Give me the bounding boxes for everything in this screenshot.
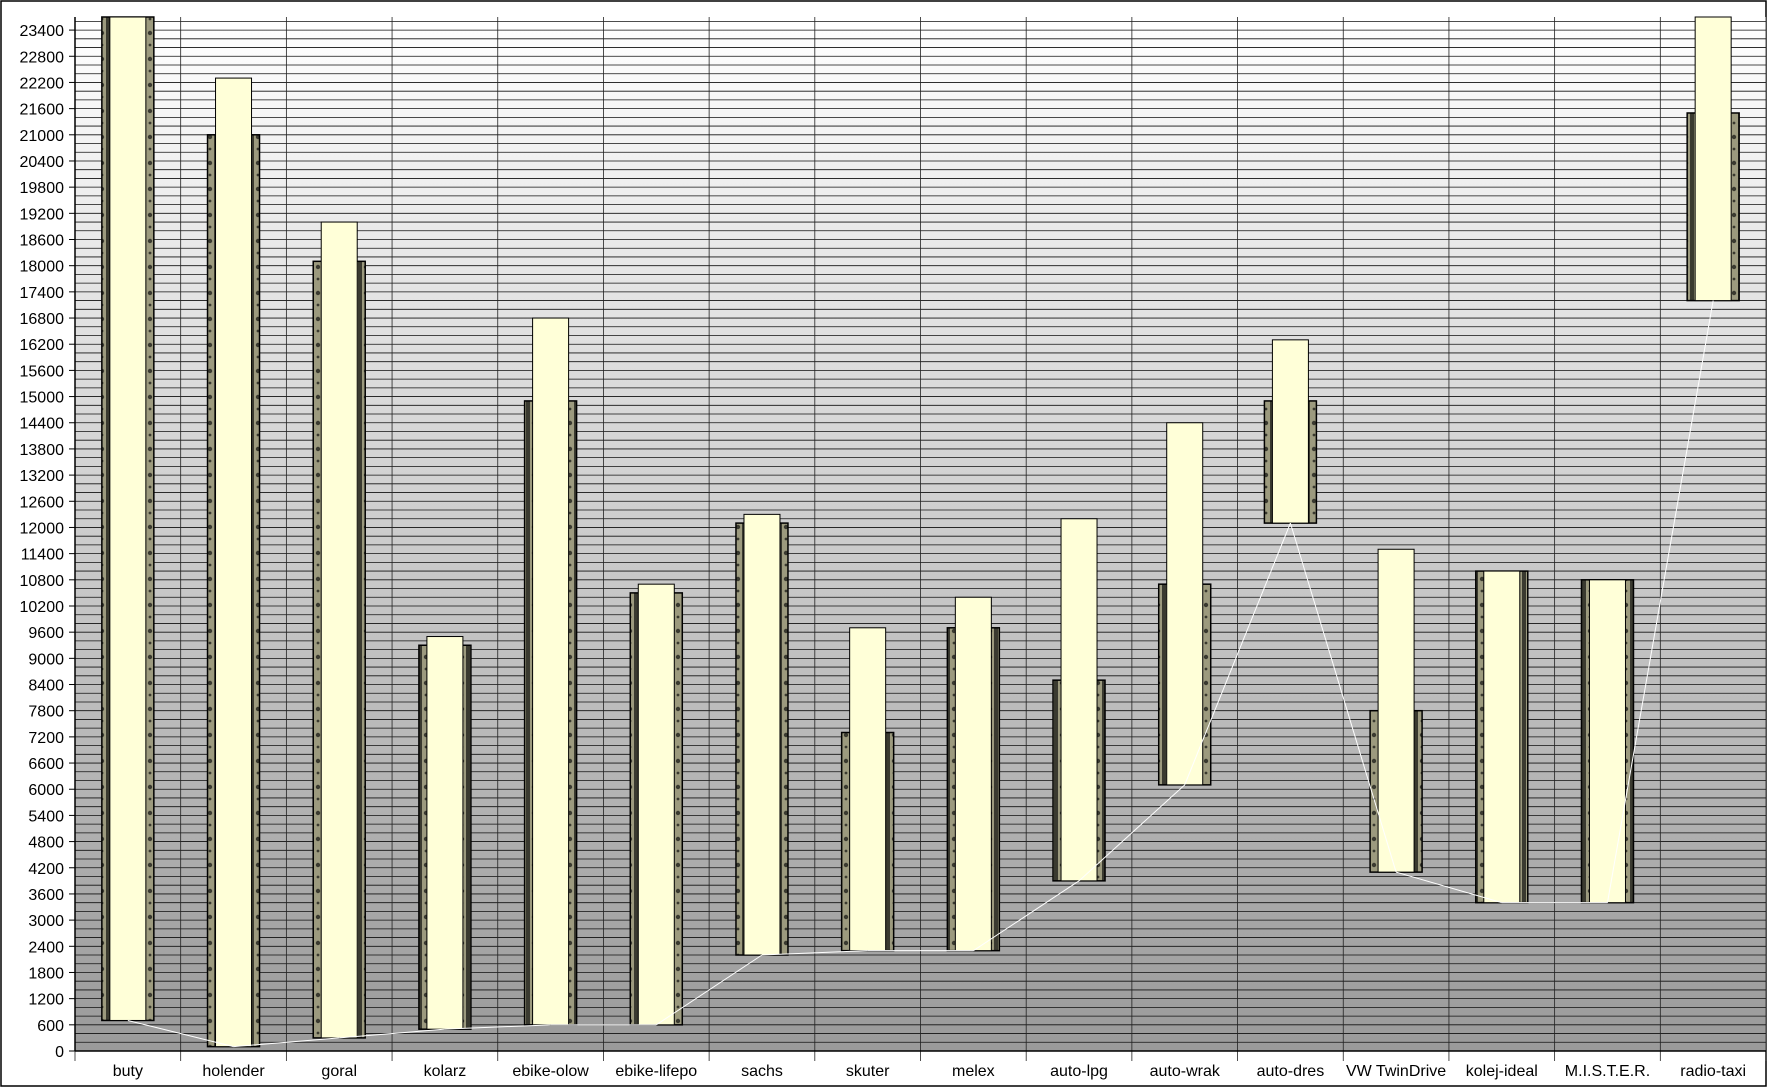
y-tick-label: 7200 <box>28 730 64 747</box>
y-tick-label: 23400 <box>20 23 65 40</box>
x-tick-label: holender <box>202 1063 265 1080</box>
y-tick-label: 9600 <box>28 625 64 642</box>
y-tick-label: 12000 <box>20 520 65 537</box>
inner-bar <box>320 221 358 1039</box>
x-tick-label: ebike-olow <box>512 1063 589 1080</box>
y-tick-label: 17400 <box>20 285 65 302</box>
inner-bar <box>1377 548 1415 873</box>
y-tick-label: 13200 <box>20 468 65 485</box>
y-tick-label: 19200 <box>20 206 65 223</box>
y-tick-label: 3000 <box>28 913 64 930</box>
connector-line <box>233 1037 340 1048</box>
y-tick-label: 14400 <box>20 416 65 433</box>
x-tick-label: VW TwinDrive <box>1346 1063 1446 1080</box>
inner-bar <box>532 317 570 1026</box>
y-tick-label: 20400 <box>20 154 65 171</box>
x-tick-label: ebike-lifepo <box>615 1063 697 1080</box>
inner-bar <box>109 16 147 1021</box>
inner-bar <box>1588 579 1626 904</box>
y-tick-label: 15000 <box>20 390 65 407</box>
inner-bar <box>743 513 781 956</box>
y-tick-label: 6000 <box>28 782 64 799</box>
y-axis-tick-labels: 0 600 1200 1800 2400 3000 3600 4200 4800 5400 6000… <box>20 23 75 1061</box>
x-tick-label: auto-wrak <box>1150 1063 1221 1080</box>
y-tick-label: 1800 <box>28 965 64 982</box>
inner-bar <box>849 627 887 952</box>
inner-bar <box>954 596 992 952</box>
y-tick-label: 22200 <box>20 75 65 92</box>
y-tick-label: 3600 <box>28 887 64 904</box>
connector-lines <box>127 300 1714 1048</box>
y-tick-label: 1200 <box>28 992 64 1009</box>
y-tick-label: 4200 <box>28 861 64 878</box>
inner-bar <box>637 583 675 1026</box>
x-tick-label: goral <box>321 1063 357 1080</box>
connector-line <box>1606 300 1714 903</box>
axes <box>74 17 1766 1052</box>
inner-bar <box>1271 339 1309 524</box>
y-tick-label: 13800 <box>20 442 65 459</box>
y-tick-label: 4800 <box>28 835 64 852</box>
y-tick-label: 18600 <box>20 233 65 250</box>
y-tick-label: 7800 <box>28 704 64 721</box>
y-tick-label: 21000 <box>20 128 65 145</box>
y-tick-label: 19800 <box>20 180 65 197</box>
connector-line <box>973 880 1080 952</box>
y-tick-label: 0 <box>55 1044 64 1061</box>
x-axis-tick-labels: buty holender goral kolarz ebike-olow ebike-l… <box>113 1063 1746 1080</box>
inner-bar <box>1166 422 1204 786</box>
x-tick-label: kolej-ideal <box>1466 1063 1538 1080</box>
inner-bar <box>1060 518 1098 882</box>
y-tick-label: 8400 <box>28 678 64 695</box>
x-tick-label: kolarz <box>424 1063 467 1080</box>
connector-line <box>444 1024 551 1030</box>
connector-line <box>1395 871 1502 904</box>
x-tick-label: auto-dres <box>1257 1063 1325 1080</box>
x-tick-label: buty <box>113 1063 143 1080</box>
connector-line <box>127 1019 234 1048</box>
y-tick-label: 21600 <box>20 102 65 119</box>
connector-line <box>656 954 763 1026</box>
x-tick-label: auto-lpg <box>1050 1063 1108 1080</box>
y-tick-label: 22800 <box>20 49 65 66</box>
bars <box>101 16 1740 1048</box>
connector-line <box>1289 522 1397 873</box>
inner-bar <box>215 77 253 1048</box>
x-tick-label: M.I.S.T.E.R. <box>1565 1063 1650 1080</box>
y-tick-label: 2400 <box>28 939 64 956</box>
x-tick-label: melex <box>952 1063 995 1080</box>
connector-line <box>1184 522 1291 786</box>
x-tick-label: sachs <box>741 1063 783 1080</box>
inner-bar <box>1694 16 1732 302</box>
y-tick-label: 10200 <box>20 599 65 616</box>
y-tick-label: 5400 <box>28 808 64 825</box>
y-tick-label: 18000 <box>20 259 65 276</box>
y-tick-label: 600 <box>37 1018 64 1035</box>
y-tick-label: 16800 <box>20 311 65 328</box>
connector-line <box>339 1028 445 1039</box>
y-tick-label: 10800 <box>20 573 65 590</box>
y-tick-label: 15600 <box>20 363 65 380</box>
y-tick-label: 6600 <box>28 756 64 773</box>
connector-line <box>1078 784 1186 882</box>
y-tick-label: 12600 <box>20 494 65 511</box>
x-tick-label: radio-taxi <box>1680 1063 1746 1080</box>
inner-bar <box>1483 570 1521 904</box>
y-tick-label: 16200 <box>20 337 65 354</box>
x-tick-label: skuter <box>846 1063 890 1080</box>
y-tick-label: 11400 <box>21 547 64 564</box>
y-tick-label: 9000 <box>28 651 64 668</box>
inner-bar <box>426 636 464 1030</box>
connector-line <box>761 950 868 956</box>
